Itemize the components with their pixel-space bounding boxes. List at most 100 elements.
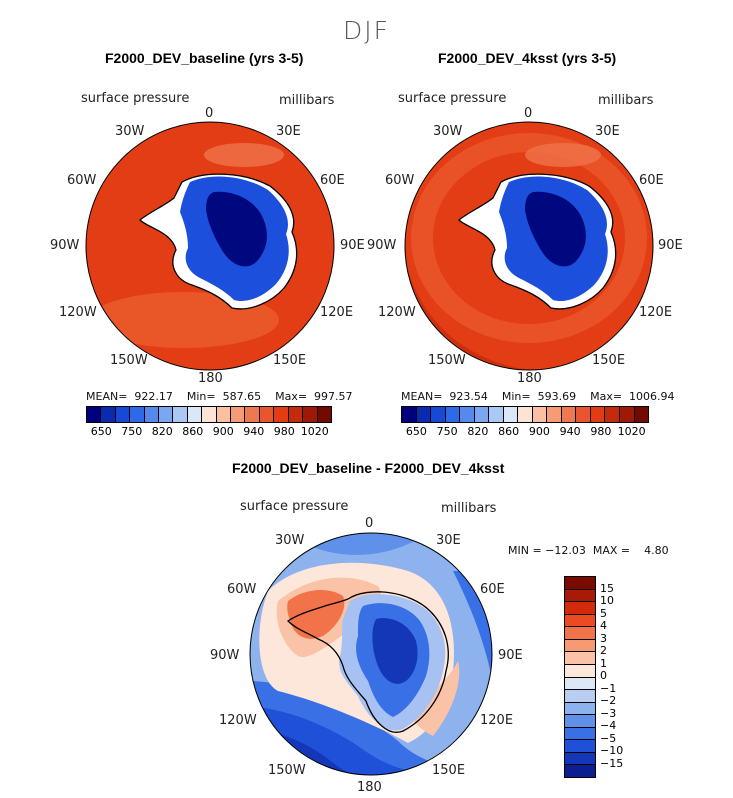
- colorbar-swatch: [565, 577, 595, 590]
- sst-lon-30e: 30E: [595, 124, 620, 139]
- colorbar-swatch: [634, 407, 649, 422]
- colorbar-swatch: [187, 407, 203, 422]
- diff-lon-120e: 120E: [480, 713, 514, 728]
- colorbar-swatch: [565, 727, 595, 741]
- colorbar-tick-label: 900: [528, 425, 550, 438]
- sst-antarctica-dome: [525, 191, 586, 267]
- colorbar-swatch: [565, 652, 595, 665]
- colorbar-tick-label: −1: [600, 681, 617, 695]
- panel-baseline-variable: surface pressure: [81, 91, 190, 106]
- colorbar-baseline-ticks: 650 750 820 860 900 940 980 1020: [86, 425, 330, 439]
- colorbar-swatch: [503, 407, 519, 422]
- colorbar-swatch: [245, 407, 260, 422]
- colorbar-swatch: [431, 407, 446, 422]
- colorbar-swatch: [303, 407, 318, 422]
- colorbar-swatch: [101, 407, 116, 422]
- baseline-coastline: [139, 173, 298, 310]
- baseline-lon-90w: 90W: [50, 238, 80, 253]
- colorbar-swatch: [288, 407, 304, 422]
- colorbar-tick-label: −5: [600, 731, 617, 745]
- colorbar-tick-label: −4: [600, 719, 617, 732]
- diff-coastline: [286, 591, 449, 733]
- colorbar-tick-label: 10: [600, 594, 614, 607]
- colorbar-tick-label: 820: [151, 425, 173, 438]
- colorbar-swatch: [460, 407, 475, 422]
- diff-lon-60w: 60W: [227, 582, 257, 597]
- diff-lon-30e: 30E: [436, 533, 461, 548]
- colorbar-swatch: [474, 407, 490, 422]
- baseline-lon-0: 0: [205, 106, 214, 121]
- colorbar-tick-label: 1020: [300, 425, 329, 438]
- colorbar-swatch: [231, 407, 246, 422]
- diff-positive-east: [408, 661, 460, 736]
- colorbar-swatch: [590, 407, 606, 422]
- baseline-antarctica-dome: [206, 191, 267, 267]
- baseline-lon-30e: 30E: [276, 124, 301, 139]
- sst-lon-90e: 90E: [658, 238, 683, 253]
- colorbar-tick-label: 750: [121, 425, 143, 438]
- baseline-lon-120e: 120E: [320, 305, 354, 320]
- diff-lon-90e: 90E: [498, 648, 523, 663]
- diff-lon-180: 180: [357, 780, 382, 795]
- sst-map-border: [404, 121, 654, 371]
- sst-lon-120e: 120E: [639, 305, 673, 320]
- colorbar-swatch: [565, 702, 595, 716]
- colorbar-swatch: [619, 407, 635, 422]
- colorbar-tick-label: 5: [600, 606, 607, 620]
- colorbar-swatch: [159, 407, 174, 422]
- sst-lon-60w: 60W: [385, 173, 415, 188]
- colorbar-swatch: [565, 627, 595, 640]
- colorbar-swatch: [565, 664, 595, 678]
- colorbar-4ksst-ticks: 650 750 820 860 900 940 980 1020: [401, 425, 647, 439]
- colorbar-tick-label: 900: [212, 425, 234, 438]
- colorbar-swatch: [130, 407, 145, 422]
- colorbar-tick-label: −3: [600, 706, 617, 720]
- baseline-lon-90e: 90E: [340, 238, 365, 253]
- colorbar-tick-label: 750: [436, 425, 458, 438]
- colorbar-tick-label: −10: [600, 744, 624, 757]
- sst-lon-150e: 150E: [592, 353, 626, 368]
- baseline-lon-150w: 150W: [110, 353, 148, 368]
- panel-diff-variable: surface pressure: [240, 499, 349, 514]
- panel-diff-units: millibars: [441, 501, 497, 516]
- map-difference: [249, 532, 493, 776]
- panel-4ksst-units: millibars: [598, 93, 654, 108]
- map-4ksst: [404, 121, 654, 371]
- sst-high-patch: [525, 143, 601, 167]
- colorbar-tick-label: 1020: [617, 425, 646, 438]
- colorbar-tick-label: 15: [600, 581, 614, 595]
- diff-positive-core: [287, 589, 345, 639]
- colorbar-tick-label: 650: [90, 425, 112, 438]
- colorbar-tick-label: 820: [467, 425, 489, 438]
- colorbar-swatch: [565, 589, 595, 603]
- colorbar-tick-label: 3: [600, 631, 607, 645]
- panel-4ksst-variable: surface pressure: [398, 91, 507, 106]
- sst-lon-120w: 120W: [378, 305, 416, 320]
- map-baseline: [85, 121, 335, 371]
- diff-lon-90w: 90W: [210, 648, 240, 663]
- colorbar-swatch: [565, 614, 595, 628]
- colorbar-swatch: [518, 407, 533, 422]
- colorbar-swatch: [173, 407, 188, 422]
- colorbar-swatch: [576, 407, 591, 422]
- colorbar-swatch: [87, 407, 102, 422]
- baseline-lon-180: 180: [198, 371, 223, 386]
- colorbar-tick-label: 980: [590, 425, 612, 438]
- colorbar-swatch: [532, 407, 548, 422]
- diff-lon-120w: 120W: [219, 713, 257, 728]
- colorbar-swatch: [561, 407, 577, 422]
- colorbar-swatch: [565, 715, 595, 728]
- sst-lon-90w: 90W: [367, 238, 397, 253]
- diff-antarctica-neg-core: [372, 618, 418, 684]
- baseline-lon-30w: 30W: [115, 124, 145, 139]
- colorbar-swatch: [565, 602, 595, 615]
- diff-lon-0: 0: [365, 516, 374, 531]
- figure-title: DJF: [343, 16, 391, 45]
- panel-diff-stats: MIN = −12.03 MAX = 4.80: [508, 544, 669, 557]
- colorbar-tick-label: 0: [600, 669, 607, 682]
- colorbar-tick-label: 2: [600, 644, 607, 657]
- colorbar-tick-label: 860: [498, 425, 520, 438]
- panel-baseline-title: F2000_DEV_baseline (yrs 3-5): [105, 50, 304, 66]
- colorbar-difference: [564, 576, 596, 778]
